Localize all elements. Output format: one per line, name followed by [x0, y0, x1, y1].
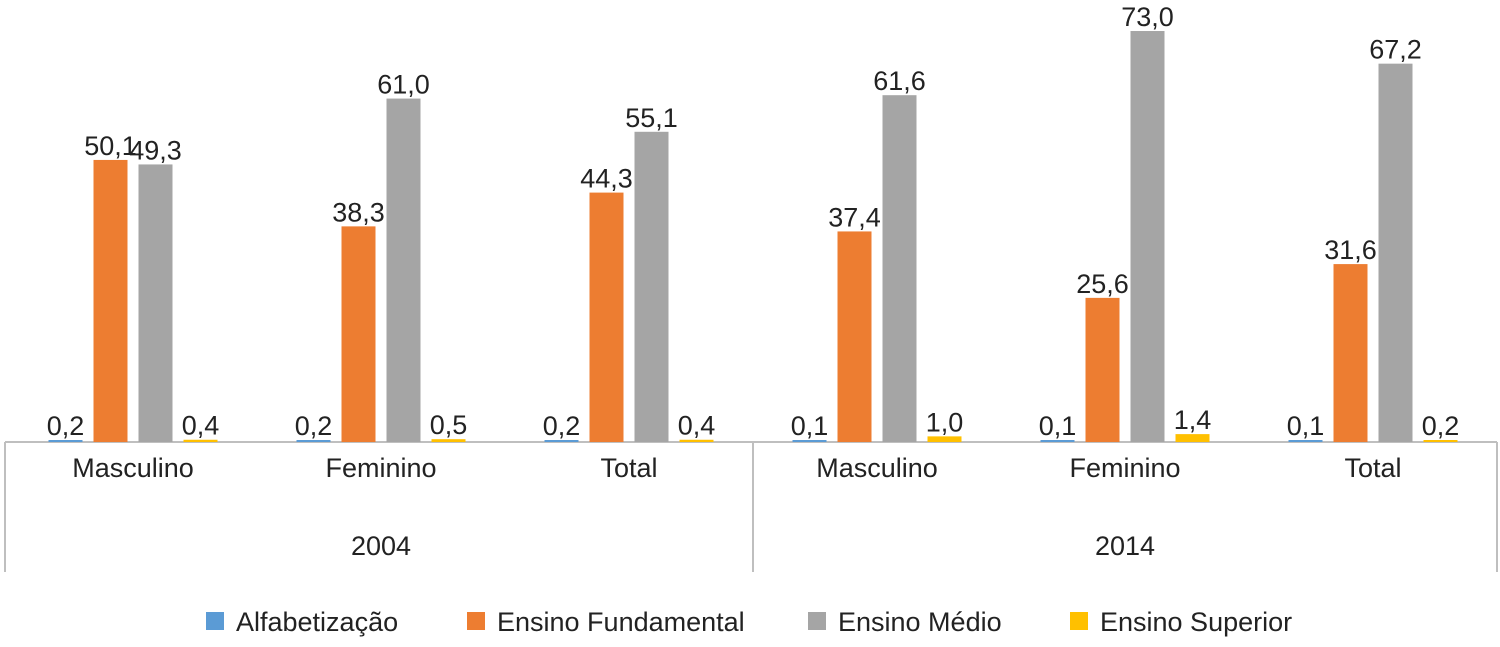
data-label: 61,0 [377, 70, 430, 100]
data-label: 61,6 [873, 66, 926, 96]
bar [1423, 440, 1458, 442]
legend-swatch [1070, 612, 1088, 630]
data-label: 49,3 [129, 135, 182, 165]
bar [544, 440, 579, 442]
data-label: 0,2 [295, 411, 333, 441]
bar [1040, 440, 1075, 442]
data-label: 0,1 [1287, 411, 1325, 441]
legend-swatch [808, 612, 826, 630]
data-label: 44,3 [580, 164, 633, 194]
legend-label: Ensino Médio [838, 607, 1002, 637]
legend: Alfabetização Ensino Fundamental Ensino Mé… [206, 607, 1292, 637]
category-label: Masculino [72, 453, 194, 483]
bar [589, 192, 624, 442]
legend-swatch [467, 612, 485, 630]
legend-label: Ensino Fundamental [497, 607, 745, 637]
category-label: Total [1344, 453, 1401, 483]
bar [837, 231, 872, 442]
bar [93, 159, 128, 442]
data-label: 31,6 [1324, 235, 1377, 265]
legend-swatch [206, 612, 224, 630]
data-label: 0,4 [678, 411, 716, 441]
data-label: 0,1 [1039, 411, 1077, 441]
legend-label: Ensino Superior [1100, 607, 1292, 637]
category-label: Feminino [1069, 453, 1180, 483]
group-label: 2004 [351, 531, 411, 561]
data-label: 1,0 [926, 407, 964, 437]
data-label: 55,1 [625, 103, 678, 133]
bar [48, 440, 83, 442]
data-label: 0,5 [430, 410, 468, 440]
legend-label: Alfabetização [236, 607, 398, 637]
bar [792, 440, 827, 442]
data-label: 1,4 [1174, 405, 1212, 435]
data-label: 37,4 [828, 202, 881, 232]
category-label: Total [600, 453, 657, 483]
data-label: 0,2 [1422, 411, 1460, 441]
bar [927, 436, 962, 442]
bar [296, 440, 331, 442]
data-label: 73,0 [1121, 2, 1174, 32]
data-label: 67,2 [1369, 35, 1422, 65]
bar [431, 439, 466, 442]
category-label: Masculino [816, 453, 938, 483]
data-label: 50,1 [84, 131, 137, 161]
data-label: 0,2 [47, 411, 85, 441]
bars-layer [48, 31, 1458, 443]
bar [1378, 63, 1413, 442]
data-label: 0,2 [543, 411, 581, 441]
bar [1333, 264, 1368, 442]
bar [1130, 31, 1165, 442]
bar [386, 98, 421, 442]
axis-layer [4, 441, 1498, 572]
group-label: 2014 [1095, 531, 1155, 561]
data-label: 0,1 [791, 411, 829, 441]
bar [138, 164, 173, 443]
bar [341, 226, 376, 442]
labels-layer: 2004 Masculino 0,2 50,149,3 0,4 Feminino 0,2 38… [47, 2, 1460, 561]
bar [183, 439, 218, 442]
data-label: 38,3 [332, 197, 385, 227]
bar [1288, 440, 1323, 442]
bar [1085, 297, 1120, 442]
category-label: Feminino [325, 453, 436, 483]
data-label: 25,6 [1076, 269, 1129, 299]
data-label: 0,4 [182, 411, 220, 441]
bar [1175, 434, 1210, 442]
bar [882, 95, 917, 442]
bar [679, 439, 714, 442]
bar [634, 131, 669, 443]
